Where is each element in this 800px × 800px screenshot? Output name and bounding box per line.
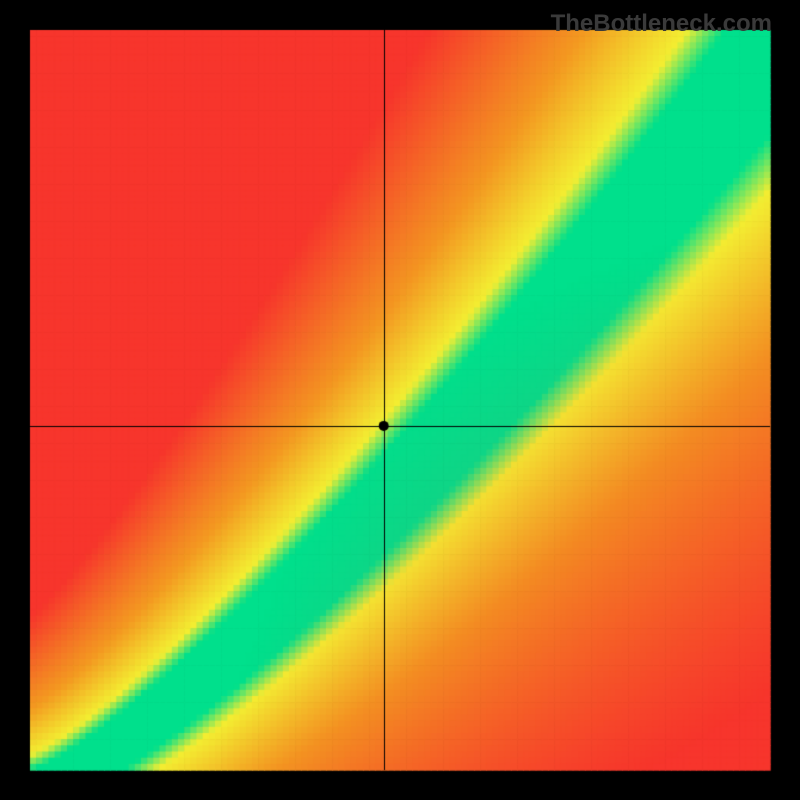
chart-container: { "canvas": { "width": 800, "height": 80… bbox=[0, 0, 800, 800]
bottleneck-heatmap bbox=[0, 0, 800, 800]
watermark-text: TheBottleneck.com bbox=[551, 10, 772, 38]
